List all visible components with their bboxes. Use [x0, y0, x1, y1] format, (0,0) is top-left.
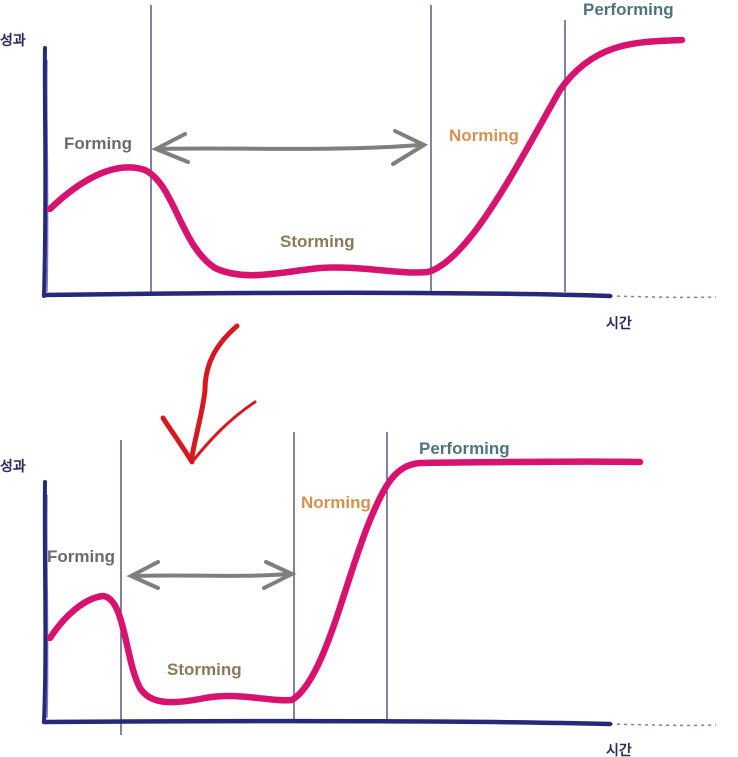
- top-label-norming: Norming: [449, 126, 519, 145]
- top-label-forming: Forming: [64, 134, 132, 153]
- top-label-storming: Storming: [280, 232, 355, 251]
- top-x-axis: [44, 293, 610, 296]
- bottom-label-performing: Performing: [419, 439, 510, 458]
- top-performance-curve: [50, 40, 682, 275]
- bottom-y-axis: [44, 482, 45, 722]
- bottom-label-storming: Storming: [167, 660, 242, 679]
- bottom-x-axis-label: 시간: [606, 742, 632, 757]
- bottom-y-axis-label: 성과: [0, 459, 26, 475]
- bottom-chart: 성과 시간 Forming Storming Norming Performin…: [0, 432, 716, 757]
- bottom-label-forming: Forming: [47, 547, 115, 566]
- bottom-label-norming: Norming: [301, 493, 371, 512]
- top-label-performing: Performing: [583, 0, 674, 19]
- top-double-arrow-icon: [156, 131, 424, 164]
- top-y-axis-label: 성과: [0, 33, 26, 49]
- bottom-x-axis: [44, 721, 610, 724]
- top-x-axis-label: 시간: [606, 315, 632, 332]
- top-chart: 성과 시간 Forming Storming Norming Performin…: [0, 0, 716, 332]
- down-arrow-icon: [163, 326, 255, 462]
- top-y-axis: [44, 48, 45, 296]
- bottom-double-arrow-icon: [131, 562, 292, 588]
